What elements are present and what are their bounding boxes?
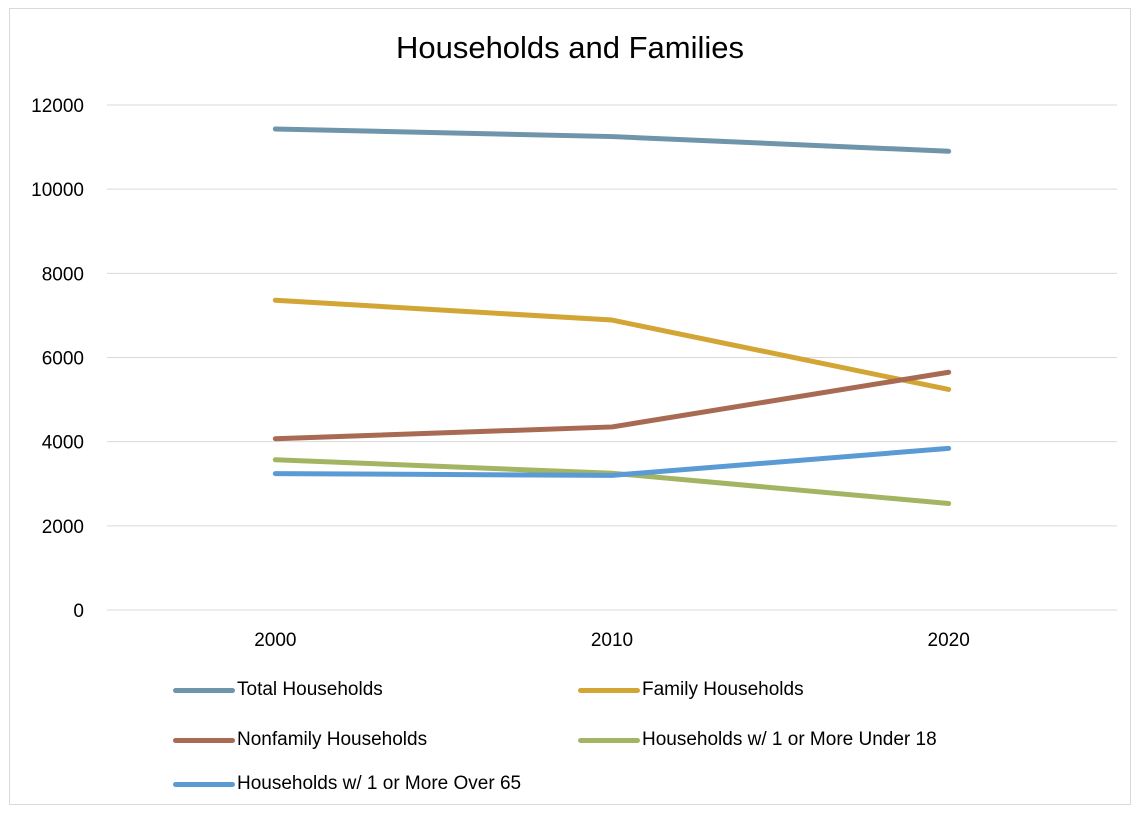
x-tick-label: 2020 bbox=[928, 630, 970, 651]
x-tick-label: 2000 bbox=[254, 630, 296, 651]
y-tick-label: 6000 bbox=[42, 349, 84, 370]
legend-label: Nonfamily Households bbox=[237, 729, 427, 751]
legend-swatch bbox=[173, 782, 235, 787]
legend-swatch bbox=[578, 688, 640, 693]
legend-label: Households w/ 1 or More Over 65 bbox=[237, 773, 521, 795]
y-tick-label: 10000 bbox=[31, 180, 84, 201]
legend-item-households-under-18: Households w/ 1 or More Under 18 bbox=[578, 729, 937, 751]
y-tick-label: 0 bbox=[73, 601, 84, 622]
series-line-2 bbox=[275, 372, 948, 438]
x-tick-label: 2010 bbox=[591, 630, 633, 651]
legend-swatch bbox=[578, 738, 640, 743]
series-line-0 bbox=[275, 129, 948, 151]
legend-item-total-households: Total Households bbox=[173, 679, 383, 701]
y-tick-label: 4000 bbox=[42, 433, 84, 454]
y-tick-label: 12000 bbox=[31, 96, 84, 117]
legend-item-households-over-65: Households w/ 1 or More Over 65 bbox=[173, 773, 521, 795]
legend-swatch bbox=[173, 688, 235, 693]
series-line-1 bbox=[275, 300, 948, 389]
series-line-3 bbox=[275, 460, 948, 504]
legend-item-family-households: Family Households bbox=[578, 679, 804, 701]
legend-label: Family Households bbox=[642, 679, 804, 701]
legend-item-nonfamily-households: Nonfamily Households bbox=[173, 729, 427, 751]
y-tick-label: 8000 bbox=[42, 264, 84, 285]
legend-swatch bbox=[173, 738, 235, 743]
y-tick-label: 2000 bbox=[42, 517, 84, 538]
legend-label: Total Households bbox=[237, 679, 383, 701]
legend-label: Households w/ 1 or More Under 18 bbox=[642, 729, 937, 751]
